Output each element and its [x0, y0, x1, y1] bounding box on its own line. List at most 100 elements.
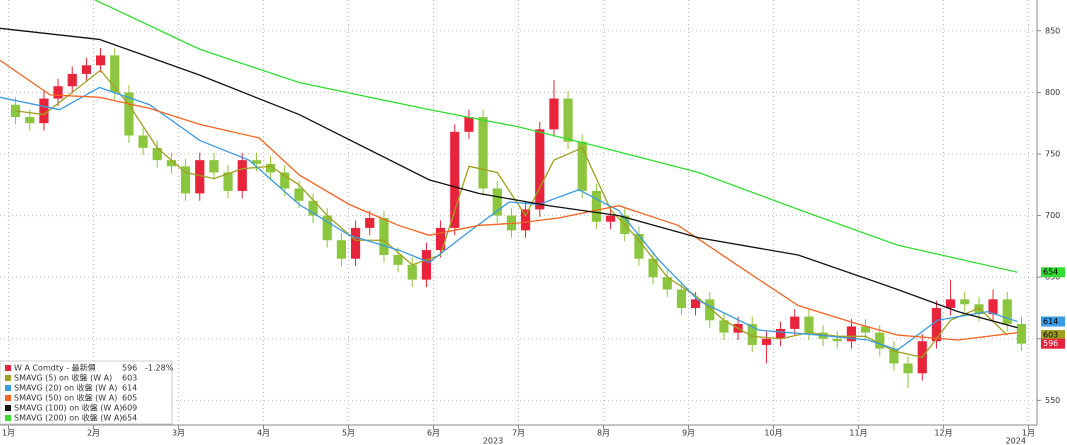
candle-body — [464, 117, 474, 132]
last-value-tag — [1041, 267, 1065, 278]
candle-body — [110, 55, 120, 93]
candle-body — [832, 338, 842, 342]
candle-body — [563, 98, 573, 142]
candle-body — [81, 65, 92, 74]
candle-body — [237, 160, 247, 191]
candle-body — [265, 163, 276, 173]
legend-value: 609 — [122, 404, 137, 413]
candle-body — [393, 255, 403, 265]
candle-body — [407, 264, 417, 280]
last-value-tag — [1041, 330, 1065, 341]
candle-body — [39, 98, 49, 124]
candle-body — [676, 289, 687, 308]
candle-body — [804, 316, 814, 333]
x-tick-label: 1月 — [1022, 429, 1035, 438]
last-value-tag — [1041, 316, 1065, 327]
x-tick-label: 2月 — [87, 429, 100, 438]
candle-body — [605, 215, 616, 222]
candle-body — [95, 55, 106, 66]
candle-body — [945, 299, 956, 308]
moving-average-line — [94, 0, 1018, 273]
candle-body — [690, 299, 701, 308]
x-tick-label: 11月 — [849, 429, 867, 438]
candle-body — [960, 299, 970, 305]
moving-average-line — [0, 86, 1018, 351]
x-tick-label: 3月 — [172, 429, 185, 438]
candle-body — [294, 188, 304, 201]
candle-body — [478, 117, 488, 189]
legend-label: SMAVG (5) on 收盤 (W A) — [14, 373, 112, 383]
y-tick-label: 550 — [1045, 396, 1060, 405]
candle-body — [322, 215, 332, 241]
candle-body — [761, 338, 772, 345]
year-label: 2024 — [1006, 437, 1026, 445]
candle-body — [775, 328, 786, 339]
candle-body — [860, 326, 871, 333]
x-tick-label: 9月 — [682, 429, 695, 438]
y-tick-label: 750 — [1045, 149, 1060, 158]
legend-value: 605 — [122, 394, 137, 403]
candle-body — [450, 131, 460, 228]
legend-swatch — [5, 415, 11, 421]
candle-body — [903, 363, 913, 374]
legend-swatch — [5, 385, 11, 391]
last-value-tag — [1041, 338, 1065, 349]
candle-body — [25, 117, 35, 124]
legend-swatch — [5, 365, 11, 371]
candle-body — [889, 348, 899, 364]
x-tick-label: 4月 — [257, 429, 270, 438]
candle-body — [223, 172, 233, 191]
moving-average-line — [15, 69, 1008, 358]
legend-swatch — [5, 405, 11, 411]
y-tick-label: 700 — [1045, 211, 1060, 220]
candle-body — [53, 86, 63, 99]
candle-body — [350, 227, 361, 259]
candle-body — [138, 135, 148, 148]
candle-body — [591, 190, 602, 222]
candle-body — [308, 200, 318, 216]
x-tick-label: 1月 — [2, 429, 15, 438]
legend-label: W A Comdty - 最新價 — [14, 363, 96, 373]
candle-body — [67, 73, 77, 87]
candle-body — [166, 160, 177, 167]
x-tick-label: 8月 — [597, 429, 610, 438]
moving-average-line — [0, 59, 1018, 341]
candle-body — [974, 304, 984, 315]
candle-body — [421, 250, 432, 280]
candle-body — [379, 218, 389, 255]
candle-body — [492, 188, 502, 216]
candle-body — [180, 166, 191, 194]
legend-box — [0, 360, 173, 425]
candle-body — [195, 160, 205, 194]
legend-swatch — [5, 375, 11, 381]
candle-body — [280, 172, 290, 189]
candle-body — [719, 320, 729, 333]
last-value-label: 596 — [1043, 339, 1058, 348]
y-tick-label: 800 — [1045, 88, 1060, 97]
candle-body — [435, 227, 446, 251]
candle-body — [251, 160, 262, 164]
legend-label: SMAVG (200) on 收盤 (W A) — [14, 413, 122, 423]
candle-body — [1016, 323, 1027, 344]
moving-average-line — [0, 27, 1018, 329]
x-tick-label: 10月 — [764, 429, 782, 438]
legend-label: SMAVG (20) on 收盤 (W A) — [14, 383, 117, 393]
legend-value: 614 — [122, 384, 137, 393]
candle-body — [662, 277, 672, 290]
candle-body — [124, 92, 134, 136]
candle-body — [705, 299, 715, 321]
legend-value: 596 — [122, 364, 137, 373]
candle-body — [648, 258, 658, 278]
candle-body — [209, 160, 219, 173]
legend-value: 603 — [122, 374, 137, 383]
candle-body — [790, 316, 800, 329]
y-tick-label: 850 — [1045, 26, 1060, 35]
candle-body — [875, 332, 885, 349]
x-tick-label: 7月 — [512, 429, 525, 438]
candle-body — [577, 141, 587, 191]
candle-body — [747, 323, 757, 345]
legend-swatch — [5, 395, 11, 401]
candle-body — [520, 209, 531, 231]
